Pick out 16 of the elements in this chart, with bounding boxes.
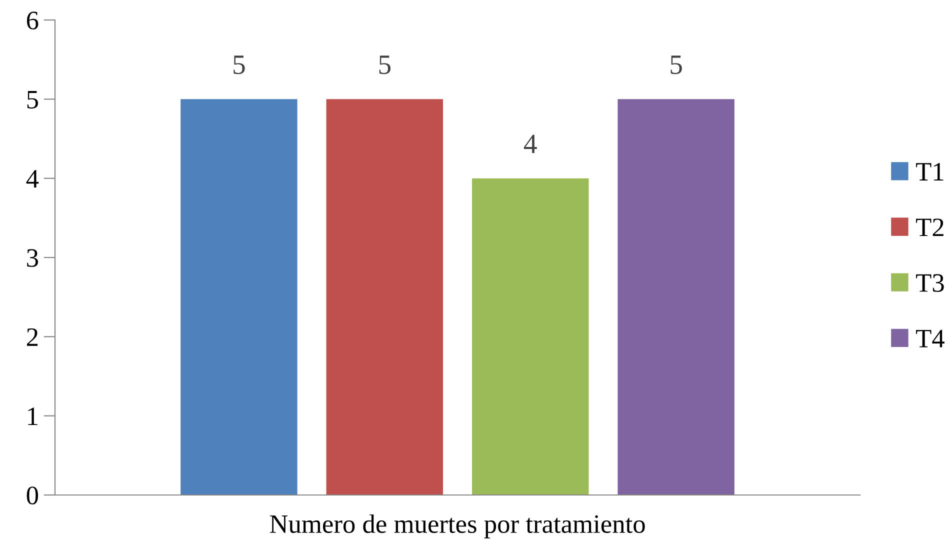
data-label: 5 [379,56,391,74]
data-label: 5 [670,56,682,74]
data-label: 5 [234,56,245,74]
y-tick-label: 6 [26,12,38,30]
y-tick-label: 1 [28,408,38,425]
y-tick-label: 4 [26,170,39,188]
y-tick-label: 5 [27,91,38,109]
x-tick-label: Numero de muertes por tratamiento [270,514,645,538]
data-label: 4 [524,134,537,153]
y-tick-label: 3 [27,249,38,267]
y-tick-label: 0 [26,486,38,504]
legend-label: T1 [916,163,944,180]
legend-label: T2 [916,218,944,236]
legend-label: T3 [916,274,944,292]
legend-label: T4 [916,330,944,348]
y-tick-label: 2 [26,328,38,346]
